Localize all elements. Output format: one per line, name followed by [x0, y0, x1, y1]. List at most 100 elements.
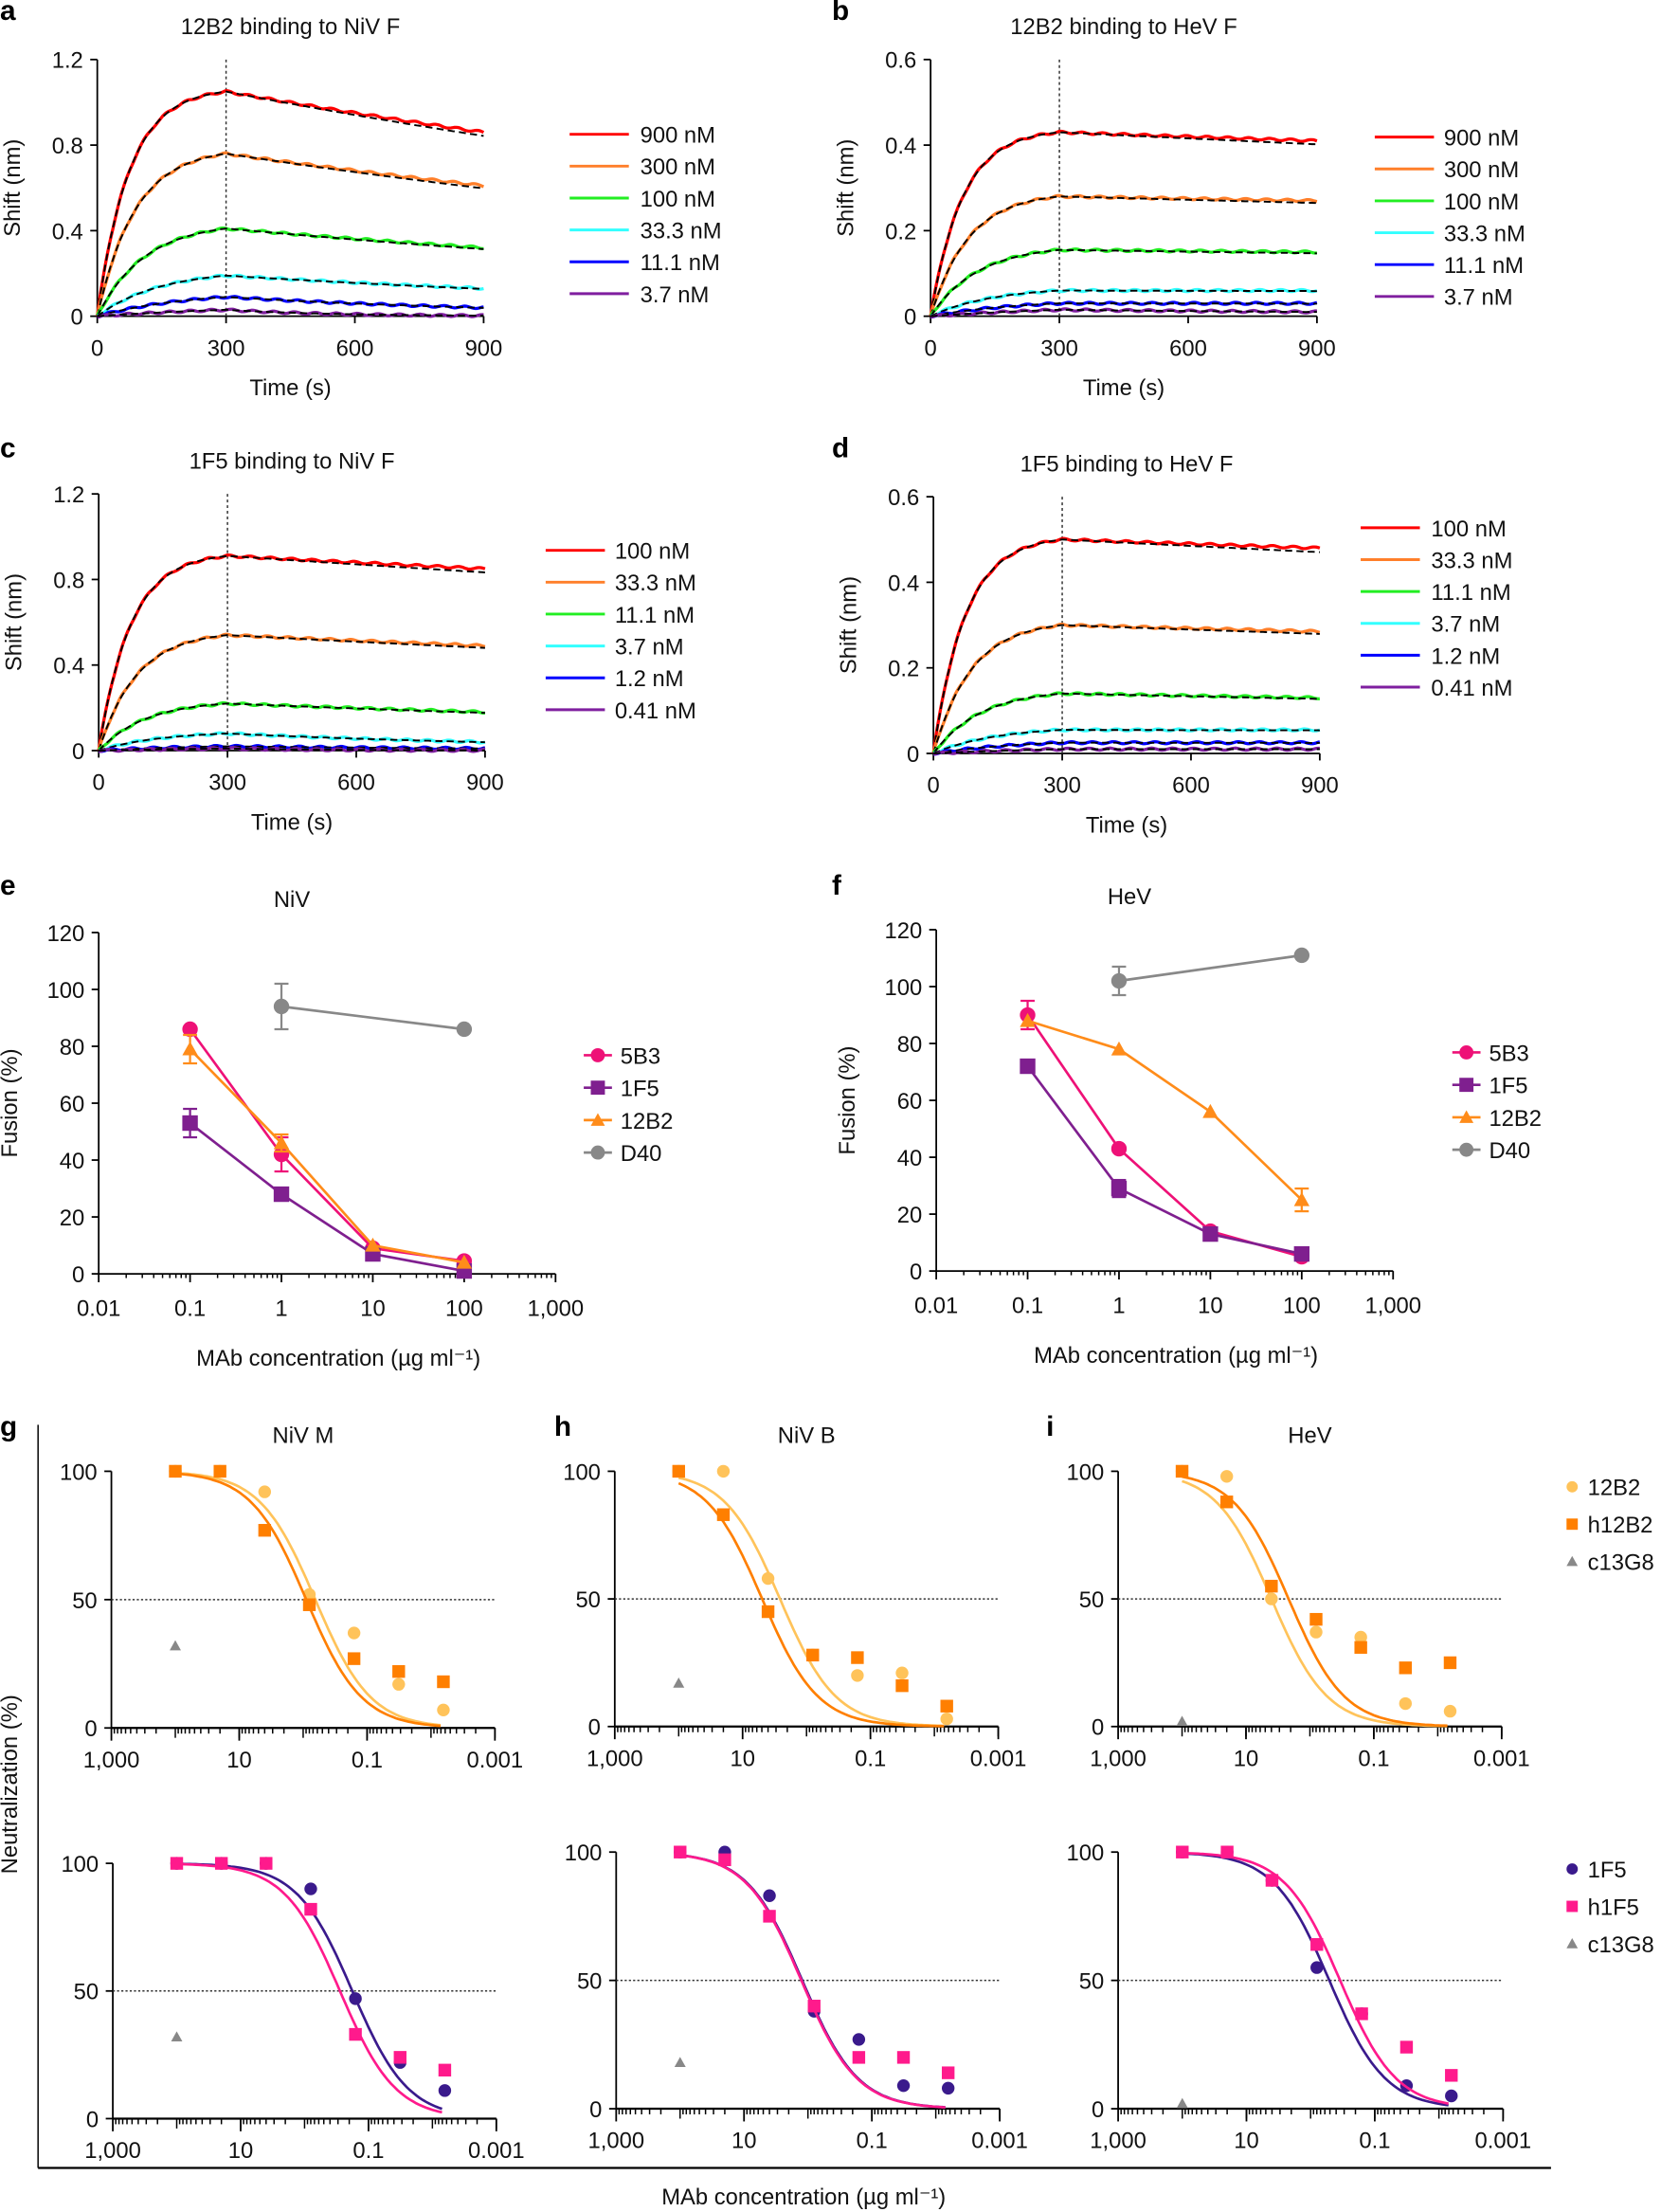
- x-tick-label: 10: [226, 1748, 251, 1773]
- y-tick-label: 0.2: [888, 657, 919, 682]
- y-tick-label: 0: [589, 2097, 602, 2123]
- fit-line: [96, 90, 484, 317]
- data-point: [718, 1853, 731, 1867]
- panel-label-g: g: [0, 1411, 17, 1442]
- series-line: [931, 623, 1321, 753]
- y-tick-label: 60: [60, 1092, 84, 1117]
- x-tick-label: 0.001: [467, 1748, 524, 1773]
- legend-label: 900 nM: [641, 123, 715, 149]
- data-point: [1176, 1715, 1188, 1727]
- data-point: [1176, 1845, 1189, 1858]
- data-point: [1399, 2040, 1414, 2054]
- legend-label: 5B3: [621, 1043, 660, 1069]
- y-tick-label: 100: [47, 978, 85, 1004]
- data-point: [1202, 1225, 1219, 1242]
- data-point: [349, 1992, 362, 2005]
- fit-line: [932, 624, 1320, 754]
- legend-label: 900 nM: [1444, 126, 1519, 152]
- y-tick-label: 50: [72, 1588, 97, 1614]
- data-point: [438, 2063, 452, 2076]
- data-point: [1566, 1555, 1579, 1567]
- legend-label: 12B2: [1489, 1106, 1542, 1132]
- series-line: [1118, 953, 1303, 983]
- data-point: [182, 1115, 198, 1132]
- fit-line: [96, 227, 484, 317]
- legend-label: 12B2: [621, 1109, 674, 1134]
- data-point: [1566, 1863, 1579, 1876]
- x-tick-label: 0: [93, 771, 105, 796]
- data-point: [1566, 1900, 1579, 1913]
- panel-g-top: NiV M 1,000 10 0.1 0.001 0 50 100: [60, 1423, 523, 1773]
- legend-label: 3.7 nM: [1444, 285, 1513, 311]
- fit-line: [97, 274, 484, 317]
- legend-label: 1.2 nM: [1431, 644, 1500, 669]
- y-tick-label: 20: [60, 1206, 84, 1231]
- series-line: [929, 193, 1318, 317]
- panel-label-e: e: [0, 870, 16, 901]
- y-tick-label: 0: [72, 1262, 84, 1288]
- data-point: [1265, 1579, 1278, 1593]
- x-tick-label: 1,000: [84, 2138, 141, 2164]
- y-tick-label: 50: [575, 1587, 600, 1613]
- series-line: [929, 129, 1318, 317]
- data-point: [1176, 2097, 1188, 2109]
- y-tick-label: 80: [897, 1032, 922, 1058]
- series-line: [96, 89, 485, 317]
- data-point: [1175, 1464, 1189, 1478]
- fit-line: [930, 302, 1317, 317]
- chart-title: NiV: [274, 887, 310, 913]
- series-line: [99, 731, 486, 752]
- data-point: [214, 1857, 228, 1870]
- x-tick-label: 10: [1198, 1294, 1222, 1319]
- fit-line: [933, 748, 1320, 754]
- fit-curve: [679, 1854, 946, 2109]
- fit-line: [98, 554, 486, 752]
- data-point: [1310, 1961, 1324, 1974]
- y-tick-label: 100: [565, 1840, 603, 1866]
- y-tick-label: 0: [588, 1715, 601, 1741]
- data-point: [273, 1186, 290, 1203]
- panel-c: 1F5 binding to NiV F 0 300 600 900 0 0.4 0.8 1.2…: [1, 448, 695, 835]
- data-point: [716, 1508, 731, 1521]
- legend-label: 1F5: [1588, 1858, 1627, 1883]
- data-point: [1566, 1518, 1579, 1531]
- y-tick-label: 1.2: [53, 482, 84, 508]
- x-tick-label: 300: [1043, 773, 1081, 799]
- x-tick-label: 100: [1283, 1294, 1321, 1319]
- x-tick-label: 10: [730, 1746, 754, 1771]
- x-tick-label: 0: [925, 335, 937, 361]
- legend-label: 1.2 nM: [615, 666, 684, 692]
- data-point: [1219, 1496, 1234, 1509]
- fit-line: [99, 747, 485, 752]
- data-point: [273, 1134, 290, 1150]
- data-point: [1020, 1058, 1036, 1075]
- legend-label: 0.41 nM: [1431, 676, 1512, 701]
- data-point: [1110, 1180, 1128, 1197]
- chart-title: NiV B: [778, 1423, 836, 1449]
- legend-label: 11.1 nM: [1444, 253, 1524, 279]
- legend-label: D40: [1489, 1138, 1530, 1164]
- y-tick-label: 0.4: [53, 654, 84, 680]
- y-tick-label: 0: [1092, 2097, 1104, 2123]
- x-tick-label: 100: [445, 1296, 483, 1322]
- series-line: [1026, 1065, 1303, 1256]
- x-axis-label: Time (s): [249, 375, 331, 401]
- y-tick-label: 0.8: [53, 568, 84, 593]
- data-point: [673, 1677, 685, 1688]
- data-point: [806, 1648, 820, 1662]
- x-tick-label: 1,000: [587, 1746, 643, 1771]
- y-tick-label: 40: [60, 1149, 84, 1174]
- series-line: [96, 151, 484, 317]
- y-axis-label: Shift (nm): [1, 573, 27, 671]
- series-line: [1026, 1014, 1303, 1259]
- data-point: [807, 2000, 821, 2013]
- x-axis-label: MAb concentration (µg ml⁻¹): [1034, 1343, 1318, 1369]
- data-point: [347, 1626, 361, 1640]
- data-point: [182, 1021, 198, 1038]
- data-point: [590, 1145, 605, 1160]
- x-tick-label: 0.001: [468, 2138, 525, 2164]
- data-point: [437, 1703, 450, 1716]
- y-tick-label: 100: [60, 1460, 98, 1485]
- data-point: [761, 1605, 775, 1619]
